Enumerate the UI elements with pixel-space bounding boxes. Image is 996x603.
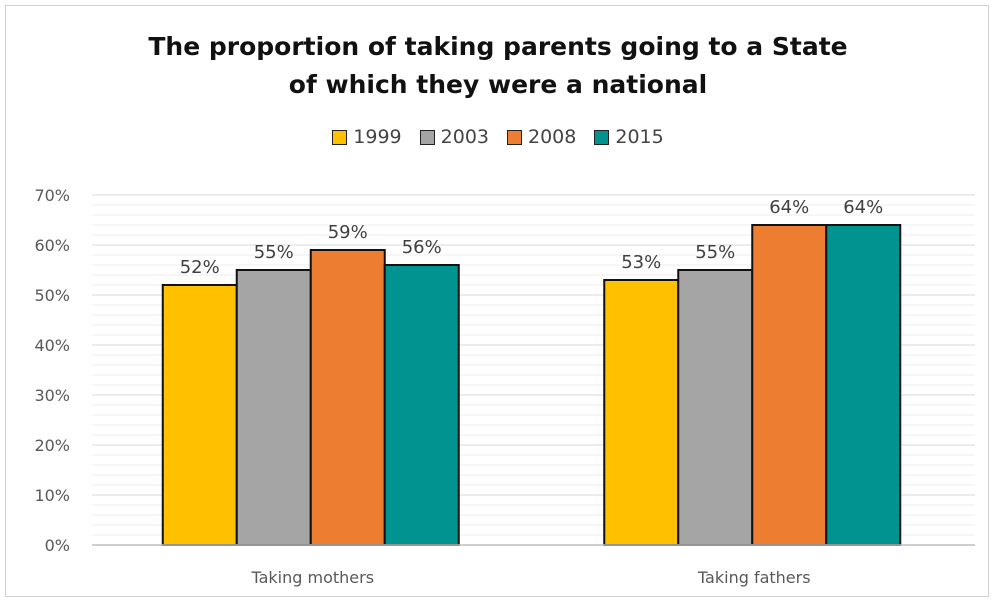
y-tick-label: 10% xyxy=(34,486,70,505)
legend-swatch-2015 xyxy=(594,129,610,145)
data-label: 55% xyxy=(695,242,735,263)
chart-title-line-2: of which they were a national xyxy=(288,70,708,99)
legend-item-2008: 2008 xyxy=(507,126,576,148)
chart-title-line-1: The proportion of taking parents going t… xyxy=(148,32,848,61)
bar-2008-mothers xyxy=(309,249,386,546)
legend-label-2008: 2008 xyxy=(528,126,577,148)
data-label: 55% xyxy=(254,242,294,263)
bar-2015-fathers xyxy=(825,224,902,546)
chart-title: The proportion of taking parents going t… xyxy=(0,28,996,104)
legend-swatch-2003 xyxy=(419,129,435,145)
x-category-label: Taking fathers xyxy=(697,568,811,587)
legend-label-2003: 2003 xyxy=(440,126,489,148)
x-category-label: Taking mothers xyxy=(250,568,374,587)
y-tick-label: 40% xyxy=(34,336,70,355)
data-label: 64% xyxy=(843,197,883,218)
data-label: 53% xyxy=(621,252,661,273)
data-label: 59% xyxy=(328,222,368,243)
legend-swatch-1999 xyxy=(332,129,348,145)
legend-item-1999: 1999 xyxy=(332,126,402,148)
bar-1999-fathers xyxy=(603,279,680,546)
data-label: 52% xyxy=(180,257,220,278)
y-tick-label: 30% xyxy=(34,386,70,405)
bar-1999-mothers xyxy=(161,284,238,546)
bar-2003-fathers xyxy=(677,269,754,546)
legend-swatch-2008 xyxy=(507,129,522,145)
legend-item-2015: 2015 xyxy=(594,126,664,148)
bar-2003-mothers xyxy=(235,269,312,546)
bar-2008-fathers xyxy=(751,224,828,546)
chart-legend: 1999 2003 2008 2015 xyxy=(0,126,996,148)
data-label: 64% xyxy=(769,197,809,218)
bar-2015-mothers xyxy=(383,264,460,546)
y-tick-label: 50% xyxy=(34,286,70,305)
data-label: 56% xyxy=(402,237,442,258)
legend-item-2003: 2003 xyxy=(419,126,489,148)
y-tick-label: 20% xyxy=(34,436,70,455)
legend-label-2015: 2015 xyxy=(615,126,664,148)
y-tick-label: 60% xyxy=(34,236,70,255)
y-tick-label: 0% xyxy=(45,536,70,555)
legend-label-1999: 1999 xyxy=(353,126,402,148)
y-tick-label: 70% xyxy=(34,186,70,205)
